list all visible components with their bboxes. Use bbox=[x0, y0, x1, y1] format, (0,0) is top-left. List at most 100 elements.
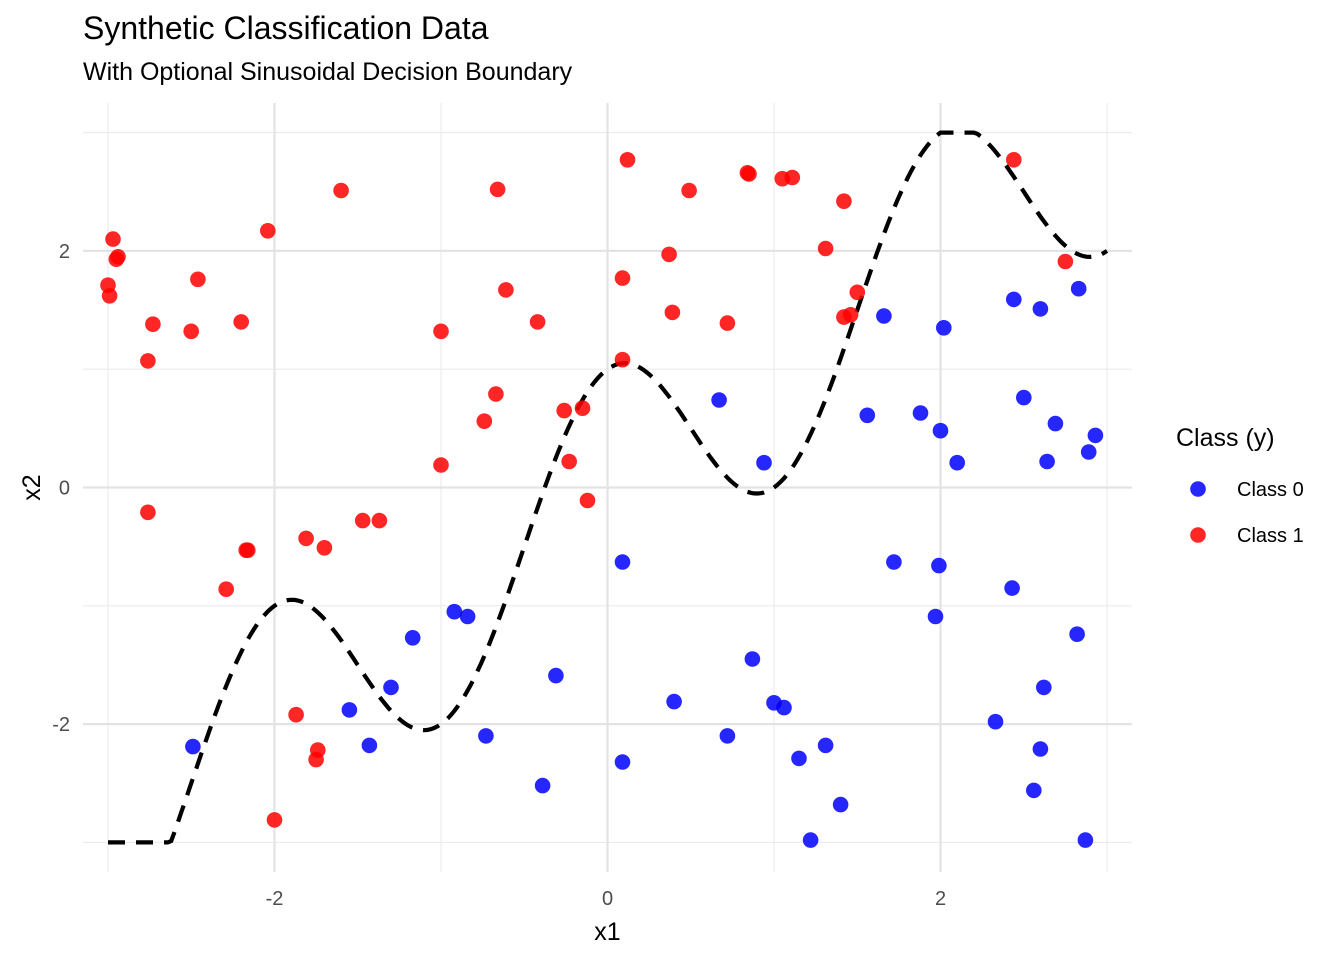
class-1-point bbox=[433, 457, 449, 473]
class-0-point bbox=[719, 728, 736, 744]
class-1-point bbox=[488, 386, 504, 402]
class-1-point bbox=[183, 323, 199, 340]
class-1-point bbox=[741, 166, 757, 182]
class-1-point bbox=[849, 284, 866, 301]
class-1-point bbox=[842, 307, 859, 323]
class-1-point bbox=[661, 246, 677, 263]
class-1-point bbox=[784, 169, 801, 186]
class-1-point bbox=[298, 530, 314, 547]
legend-label: Class 0 bbox=[1237, 479, 1304, 501]
class-1-point bbox=[498, 282, 514, 298]
class-1-point bbox=[476, 413, 493, 430]
class-0-point bbox=[1032, 741, 1049, 757]
class-1-point bbox=[681, 182, 697, 199]
class-0-point bbox=[1077, 832, 1094, 848]
chart-title: Synthetic Classification Data bbox=[83, 10, 489, 46]
class-0-point bbox=[1087, 427, 1104, 444]
class-1-point bbox=[836, 193, 852, 209]
class-0-point bbox=[1004, 580, 1020, 596]
class-1-point bbox=[101, 288, 118, 304]
class-0-point bbox=[932, 422, 949, 439]
class-0-point bbox=[666, 693, 682, 710]
class-0-point bbox=[802, 832, 819, 848]
class-0-point bbox=[361, 737, 378, 754]
class-1-point bbox=[105, 231, 121, 247]
class-0-point bbox=[404, 630, 421, 646]
class-0-point bbox=[756, 454, 772, 471]
class-0-point bbox=[791, 750, 807, 767]
class-0-point bbox=[859, 407, 876, 424]
legend: Class (y) Class 0 Class 1 bbox=[1176, 424, 1304, 547]
class-0-point bbox=[876, 308, 892, 324]
y-tick-label: -2 bbox=[52, 714, 70, 736]
class-0-point bbox=[949, 454, 965, 471]
class-1-point bbox=[1006, 152, 1022, 168]
class-1-point bbox=[110, 248, 126, 265]
class-1-point bbox=[556, 402, 572, 419]
class-1-point bbox=[1057, 253, 1074, 270]
class-0-point bbox=[459, 608, 476, 625]
class-1-point bbox=[614, 351, 631, 368]
class-0-point bbox=[936, 320, 952, 336]
boundary-layer bbox=[108, 130, 1109, 845]
decision-boundary-line bbox=[108, 130, 1109, 845]
class-0-point bbox=[1032, 301, 1049, 317]
grid-layer bbox=[83, 103, 1132, 872]
class-1-point bbox=[333, 182, 349, 199]
class-0-point bbox=[1006, 291, 1022, 308]
legend-title: Class (y) bbox=[1176, 424, 1275, 452]
class-0-point bbox=[886, 554, 902, 570]
class-1-point bbox=[817, 240, 834, 257]
class-0-point bbox=[1070, 280, 1087, 297]
class-1-point bbox=[433, 323, 449, 340]
class-1-point bbox=[614, 270, 631, 286]
class-1-point bbox=[288, 706, 304, 723]
class-0-point bbox=[776, 699, 792, 716]
y-axis-title: x2 bbox=[18, 474, 46, 500]
class-0-point bbox=[478, 728, 494, 744]
axis-layer: -2 0 2 -2 0 2 x1 x2 bbox=[18, 241, 946, 946]
x-tick-label: 0 bbox=[602, 888, 613, 910]
class-1-point bbox=[561, 453, 577, 470]
class-0-point bbox=[383, 679, 399, 696]
class-1-point bbox=[190, 271, 206, 288]
class-0-point bbox=[744, 651, 761, 667]
class-1-point bbox=[145, 316, 161, 333]
class-1-point bbox=[489, 181, 506, 198]
class-1-point bbox=[233, 314, 249, 330]
class-0-point bbox=[341, 702, 358, 718]
class-1-point bbox=[240, 542, 256, 558]
legend-key-class-1 bbox=[1190, 527, 1206, 543]
class-0-point bbox=[1080, 444, 1097, 460]
class-1-point bbox=[218, 581, 234, 597]
class-1-point bbox=[619, 152, 636, 168]
class-0-point bbox=[614, 754, 631, 770]
y-tick-label: 2 bbox=[59, 241, 70, 263]
class-1-point bbox=[310, 742, 326, 758]
legend-key-class-0 bbox=[1190, 481, 1206, 497]
class-0-point bbox=[446, 603, 463, 620]
class-1-point bbox=[579, 492, 596, 509]
class-1-point bbox=[574, 400, 591, 417]
class-0-point bbox=[185, 738, 201, 755]
class-1-point bbox=[719, 315, 736, 331]
x-axis-title: x1 bbox=[594, 918, 620, 946]
class-0-point bbox=[614, 554, 631, 570]
class-0-point bbox=[548, 667, 564, 684]
y-tick-label: 0 bbox=[59, 478, 70, 500]
class-1-point bbox=[260, 223, 276, 239]
class-0-point bbox=[534, 777, 551, 794]
class-0-point bbox=[987, 713, 1004, 730]
class-1-point bbox=[140, 504, 156, 521]
class-1-point bbox=[664, 304, 681, 321]
class-1-point bbox=[140, 353, 156, 369]
class-0-point bbox=[1047, 415, 1064, 432]
class-0-point bbox=[931, 557, 947, 574]
class-0-point bbox=[1069, 626, 1085, 642]
class-0-point bbox=[1016, 389, 1032, 406]
legend-label: Class 1 bbox=[1237, 525, 1304, 547]
class-0-point bbox=[927, 608, 944, 625]
x-tick-label: -2 bbox=[266, 888, 284, 910]
class-0-point bbox=[912, 405, 929, 421]
